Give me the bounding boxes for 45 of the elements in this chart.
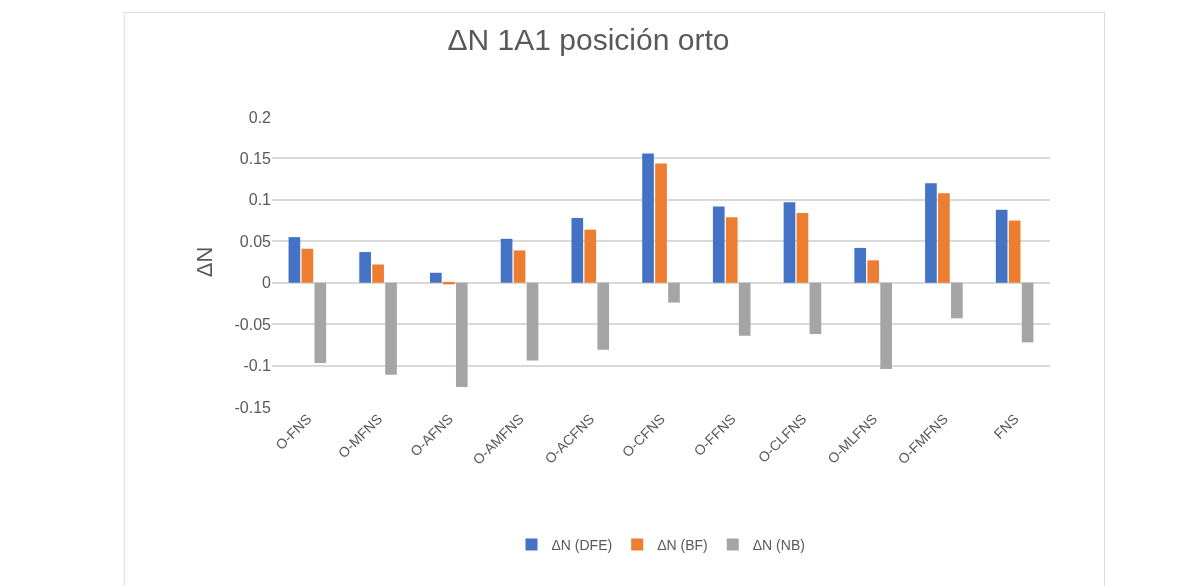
bar	[455, 282, 468, 388]
y-tick-label: 0.05	[239, 232, 272, 250]
bar	[372, 264, 384, 283]
bar	[301, 248, 314, 283]
bar	[867, 260, 880, 283]
bar	[925, 183, 937, 283]
y-tick-label: 0	[262, 274, 272, 292]
legend-label: ΔN (NB)	[752, 536, 805, 553]
bar	[655, 163, 667, 283]
bar	[995, 209, 1008, 283]
y-tick-label: -0.15	[234, 398, 272, 416]
y-tick-label: 0.2	[248, 108, 272, 126]
y-tick-label: -0.1	[243, 357, 272, 375]
bar	[809, 282, 822, 335]
y-tick-label: -0.05	[234, 315, 272, 333]
bar	[314, 282, 327, 364]
bar	[500, 238, 513, 283]
bar	[584, 229, 597, 283]
y-axis-title: ΔN	[192, 246, 218, 278]
chart-title: ΔN 1A1 posición orto	[447, 23, 730, 57]
bar	[526, 282, 539, 361]
bar	[1008, 220, 1021, 283]
y-tick-label: 0.15	[239, 150, 272, 168]
y-tick-label: 0.1	[248, 191, 272, 209]
bar	[513, 250, 526, 283]
legend-label: ΔN (DFE)	[551, 536, 613, 553]
bar	[571, 218, 584, 283]
bar	[880, 282, 892, 369]
legend-label: ΔN (BF)	[657, 536, 708, 553]
bar	[288, 237, 301, 283]
bar	[738, 282, 751, 336]
bar	[597, 282, 610, 350]
bar	[430, 272, 442, 283]
bar	[668, 282, 680, 303]
bar	[951, 282, 963, 319]
bar	[642, 153, 654, 283]
bar	[796, 213, 809, 283]
bar	[938, 193, 950, 283]
bar	[1021, 282, 1034, 343]
bar	[359, 252, 371, 283]
bar	[854, 247, 867, 283]
bar	[783, 202, 796, 283]
bar	[385, 282, 397, 375]
bar	[725, 217, 738, 283]
bar	[712, 206, 725, 283]
